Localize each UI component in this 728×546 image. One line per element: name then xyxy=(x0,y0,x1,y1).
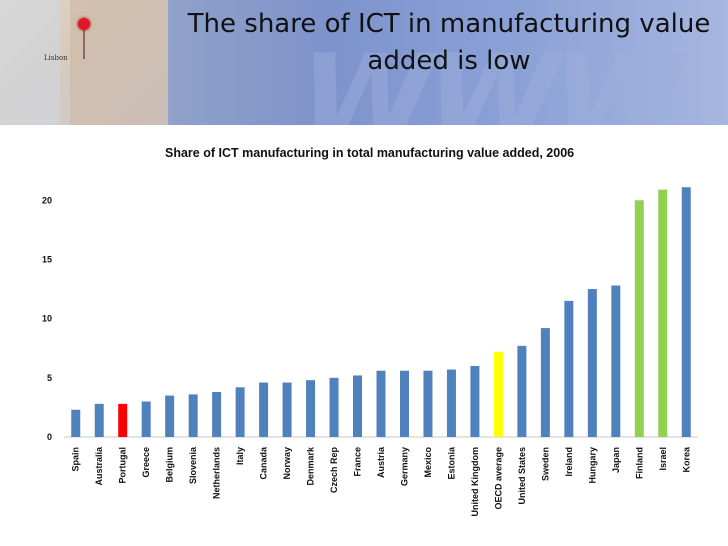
map-label: Lisbon xyxy=(44,54,68,62)
y-tick-label: 20 xyxy=(42,195,52,205)
bar-italy xyxy=(235,387,245,437)
y-tick-label: 15 xyxy=(42,254,52,264)
bar-ireland xyxy=(564,300,574,437)
x-tick-label: Mexico xyxy=(423,447,433,478)
bar-slovenia xyxy=(188,394,198,437)
x-tick-label: Norway xyxy=(282,447,292,480)
bar-japan xyxy=(611,285,621,437)
header-banner: Lisbon WWW The share of ICT in manufactu… xyxy=(0,0,728,125)
bar-mexico xyxy=(423,370,433,437)
x-tick-label: United Kingdom xyxy=(470,447,480,517)
x-tick-label: Israel xyxy=(658,447,668,471)
bar-czech-rep xyxy=(329,377,339,437)
x-axis-labels: Spain Australia Portugal Greece Belgium Slove… xyxy=(71,446,692,516)
x-tick-label: Netherlands xyxy=(212,447,222,499)
x-tick-label: Hungary xyxy=(587,447,597,484)
pin-stem xyxy=(83,29,85,59)
slide-title-line1: The share of ICT in manufacturing value xyxy=(187,9,711,39)
x-tick-label: Czech Rep xyxy=(329,447,339,494)
bar-spain xyxy=(71,409,81,437)
x-tick-label: Denmark xyxy=(306,446,316,486)
slide-title-line2: added is low xyxy=(367,46,531,76)
map-image: Lisbon xyxy=(0,0,168,125)
bar-united-states xyxy=(517,345,527,437)
x-tick-label: Greece xyxy=(141,447,151,478)
bar-estonia xyxy=(446,369,456,437)
y-tick-label: 0 xyxy=(47,432,52,442)
bar-portugal xyxy=(118,403,128,437)
bar-finland xyxy=(634,200,644,437)
bar-korea xyxy=(681,187,691,437)
y-axis: 0 5 10 15 20 xyxy=(42,195,698,442)
x-tick-label: Sweden xyxy=(540,447,550,481)
x-tick-label: Ireland xyxy=(564,447,574,477)
x-tick-label: Portugal xyxy=(118,447,128,484)
bar-netherlands xyxy=(212,392,222,437)
slide-title: The share of ICT in manufacturing value … xyxy=(170,6,728,80)
bar-germany xyxy=(399,370,409,437)
x-tick-label: United States xyxy=(517,447,527,505)
bar-france xyxy=(353,375,363,437)
bar-australia xyxy=(94,403,104,437)
x-tick-label: Canada xyxy=(259,446,269,480)
x-tick-label: Austria xyxy=(376,446,386,478)
bar-denmark xyxy=(306,380,316,437)
x-tick-label: OECD average xyxy=(493,447,503,510)
bar-united-kingdom xyxy=(470,365,480,437)
x-tick-label: Germany xyxy=(399,447,409,486)
bar-israel xyxy=(658,189,668,437)
x-tick-label: Korea xyxy=(681,446,691,473)
x-tick-label: Australia xyxy=(94,446,104,486)
bar-hungary xyxy=(587,289,597,437)
x-tick-label: Italy xyxy=(235,447,245,465)
bar-belgium xyxy=(165,395,175,437)
map-pin-icon xyxy=(78,18,90,30)
x-tick-label: France xyxy=(353,447,363,477)
bar-greece xyxy=(141,401,151,437)
x-tick-label: Slovenia xyxy=(188,446,198,484)
x-tick-label: Finland xyxy=(634,447,644,479)
y-tick-label: 5 xyxy=(47,373,52,383)
chart-title: Share of ICT manufacturing in total manu… xyxy=(165,146,575,160)
map-sea xyxy=(0,0,60,125)
y-tick-label: 10 xyxy=(42,314,52,324)
bar-oecd-average xyxy=(493,351,503,437)
bars xyxy=(71,187,691,437)
x-tick-label: Japan xyxy=(611,447,621,473)
bar-norway xyxy=(282,382,292,437)
bar-canada xyxy=(259,382,269,437)
x-tick-label: Belgium xyxy=(165,447,175,483)
x-tick-label: Spain xyxy=(71,447,81,472)
bar-austria xyxy=(376,370,386,437)
x-tick-label: Estonia xyxy=(446,446,456,480)
bar-sweden xyxy=(540,328,550,437)
